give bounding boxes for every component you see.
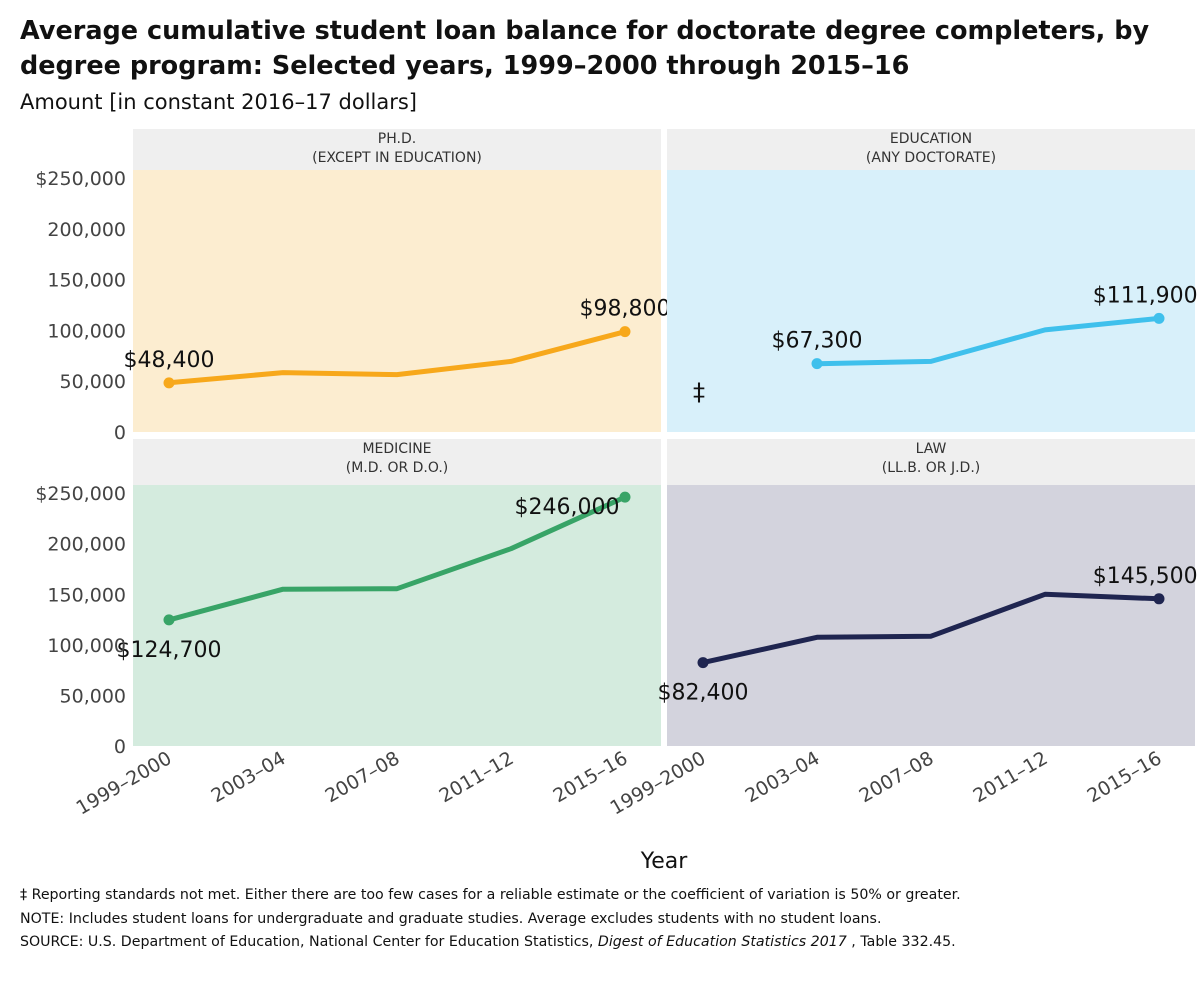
x-tick-label: 2011–12 [969, 747, 1051, 807]
source-title: Digest of Education Statistics 2017 [597, 934, 847, 950]
footnote-note: NOTE: Includes student loans for undergr… [20, 910, 882, 927]
panel-title-line1: EDUCATION [890, 131, 972, 147]
data-label-start: $82,400 [658, 681, 749, 706]
panel-strip-p0 [133, 129, 661, 170]
data-point-end [1153, 312, 1165, 324]
y-tick-label: 100,000 [47, 320, 126, 342]
panel-title-line2: (ANY DOCTORATE) [866, 150, 996, 166]
source-suffix: , Table 332.45. [846, 934, 956, 950]
x-tick-label: 2007–08 [321, 747, 403, 807]
panel-strip-p2 [133, 439, 661, 485]
x-tick-label: 2003–04 [207, 747, 289, 807]
data-label-end: $145,500 [1093, 564, 1198, 589]
panel-background-p0 [133, 170, 661, 432]
panel-title-line1: LAW [916, 441, 947, 457]
data-label-end: $246,000 [515, 495, 620, 520]
panel-title-line2: (EXCEPT IN EDUCATION) [312, 150, 482, 166]
footnote-reporting: ‡ Reporting standards not met. Either th… [20, 887, 961, 903]
data-point-start [811, 358, 823, 370]
y-tick-label: $250,000 [35, 483, 126, 505]
panel-background-p3 [667, 485, 1195, 746]
y-tick-label: 50,000 [60, 371, 126, 393]
y-tick-label: 100,000 [47, 635, 126, 657]
series-line-p2 [166, 494, 628, 623]
reporting-standard-symbol: ‡ [693, 378, 705, 406]
y-tick-label: 200,000 [47, 534, 126, 556]
panel-strip-p1 [667, 129, 1195, 170]
chart-subtitle: Amount [in constant 2016–17 dollars] [20, 90, 418, 114]
panel-title-line1: MEDICINE [362, 441, 431, 457]
y-tick-label: 150,000 [47, 270, 126, 292]
data-label-end: $98,800 [580, 297, 671, 322]
data-label-start: $124,700 [117, 638, 222, 663]
y-tick-label: 150,000 [47, 584, 126, 606]
footnote-source: SOURCE: U.S. Department of Education, Na… [20, 931, 1195, 955]
data-label-start: $48,400 [124, 348, 215, 373]
data-point-end [619, 491, 631, 503]
data-point-start [163, 377, 175, 389]
data-point-end [1153, 593, 1165, 605]
panel-background-p1 [667, 170, 1195, 432]
chart-title: Average cumulative student loan balance … [20, 16, 1150, 81]
footnotes: ‡ Reporting standards not met. Either th… [20, 884, 1195, 955]
y-tick-label: 200,000 [47, 219, 126, 241]
y-tick-label: $250,000 [35, 168, 126, 190]
source-prefix: SOURCE: U.S. Department of Education, Na… [20, 934, 598, 950]
series-line-p0 [166, 329, 628, 386]
data-point-start [697, 657, 709, 669]
panel-title-line2: (M.D. OR D.O.) [346, 460, 448, 476]
panel-title-line1: PH.D. [378, 131, 416, 147]
y-tick-label: 50,000 [60, 685, 126, 707]
x-tick-label: 1999–2000 [73, 747, 176, 819]
y-tick-label: 0 [114, 422, 126, 444]
data-label-end: $111,900 [1093, 283, 1198, 308]
panel-background-p2 [133, 485, 661, 746]
x-tick-label: 2011–12 [435, 747, 517, 807]
chart-area: PH.D. (EXCEPT IN EDUCATION) $48,400 $98,800… [35, 129, 1198, 874]
x-axis-title: Year [640, 849, 689, 874]
x-tick-label: 2015–16 [1083, 747, 1165, 807]
series-line-p3 [700, 591, 1162, 666]
data-point-start [163, 614, 175, 626]
data-point-end [619, 326, 631, 338]
x-tick-label: 2007–08 [855, 747, 937, 807]
y-tick-label: 0 [114, 736, 126, 758]
panel-strip-p3 [667, 439, 1195, 485]
series-line-p1 [814, 315, 1162, 367]
x-tick-label: 2003–04 [741, 747, 823, 807]
panel-title-line2: (LL.B. OR J.D.) [882, 460, 981, 476]
data-label-start: $67,300 [772, 329, 863, 354]
